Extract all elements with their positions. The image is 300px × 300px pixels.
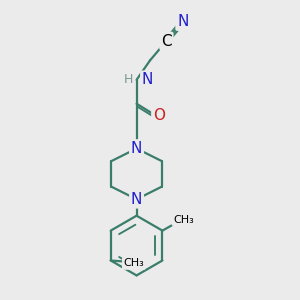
- Text: N: N: [177, 14, 188, 29]
- Text: H: H: [124, 73, 134, 86]
- Text: N: N: [131, 141, 142, 156]
- Text: CH₃: CH₃: [173, 214, 194, 225]
- Text: CH₃: CH₃: [123, 259, 144, 269]
- Text: C: C: [161, 34, 172, 49]
- Text: O: O: [153, 108, 165, 123]
- Text: N: N: [142, 72, 153, 87]
- Text: N: N: [131, 192, 142, 207]
